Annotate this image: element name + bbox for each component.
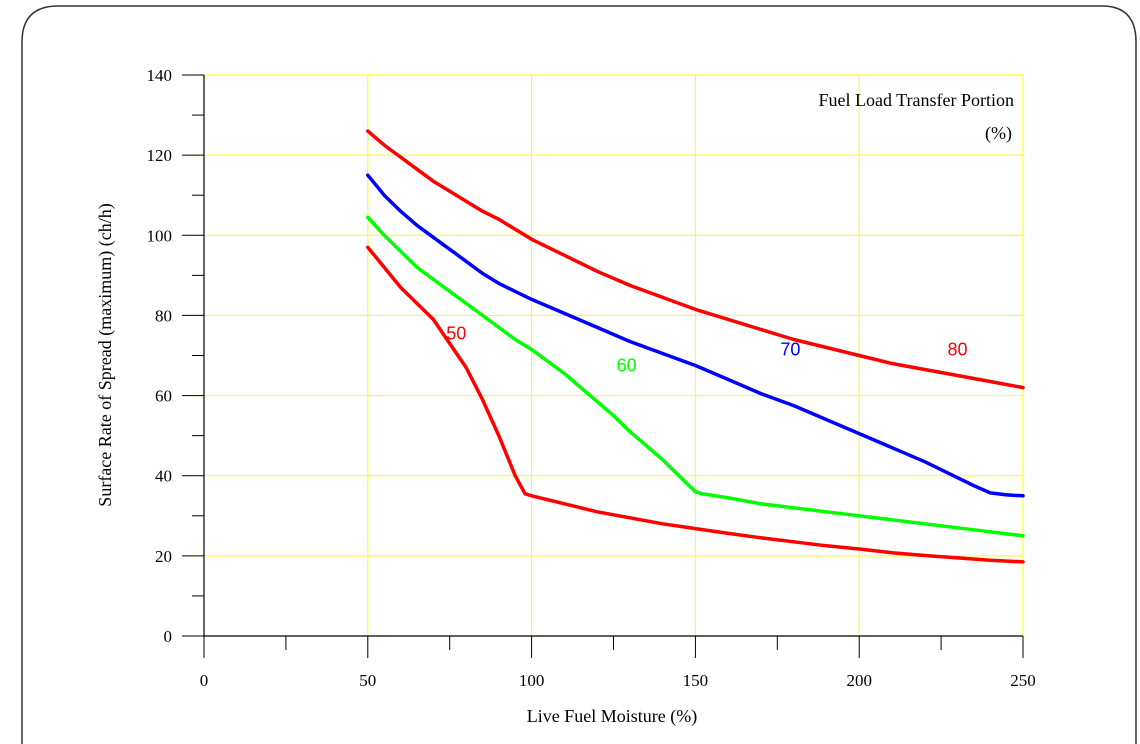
x-tick-label: 200 bbox=[846, 671, 872, 690]
y-tick-label: 140 bbox=[147, 66, 173, 85]
series-label-50: 50 bbox=[446, 323, 466, 343]
y-tick-label: 60 bbox=[155, 387, 172, 406]
series-line-80 bbox=[366, 129, 1025, 390]
axes-layer bbox=[182, 74, 1024, 658]
y-tick-label: 20 bbox=[155, 547, 172, 566]
y-tick-label: 120 bbox=[147, 146, 173, 165]
x-tick-label: 100 bbox=[519, 671, 545, 690]
y-tick-label: 0 bbox=[164, 627, 173, 646]
series-line-60 bbox=[366, 215, 1025, 538]
x-tick-label: 150 bbox=[683, 671, 709, 690]
chart-border bbox=[21, 5, 1137, 744]
text-layer: Fuel Load Transfer Portion (%) Live Fuel… bbox=[95, 66, 1036, 727]
x-tick-label: 0 bbox=[200, 671, 209, 690]
legend-title-line2: (%) bbox=[985, 123, 1012, 144]
x-axis-title: Live Fuel Moisture (%) bbox=[527, 706, 697, 727]
y-tick-label: 80 bbox=[155, 306, 172, 325]
x-tick-label: 50 bbox=[359, 671, 376, 690]
y-axis-title: Surface Rate of Spread (maximum) (ch/h) bbox=[95, 203, 116, 506]
series-line-50 bbox=[366, 245, 1025, 564]
legend-title-line1: Fuel Load Transfer Portion bbox=[819, 90, 1015, 110]
series-label-70: 70 bbox=[780, 340, 800, 360]
series-layer bbox=[366, 129, 1025, 564]
series-label-60: 60 bbox=[617, 356, 637, 376]
y-tick-label: 40 bbox=[155, 467, 172, 486]
series-label-80: 80 bbox=[947, 340, 967, 360]
y-tick-label: 100 bbox=[147, 226, 173, 245]
x-tick-label: 250 bbox=[1010, 671, 1036, 690]
series-line-70 bbox=[366, 173, 1025, 498]
grid-layer bbox=[204, 74, 1024, 636]
